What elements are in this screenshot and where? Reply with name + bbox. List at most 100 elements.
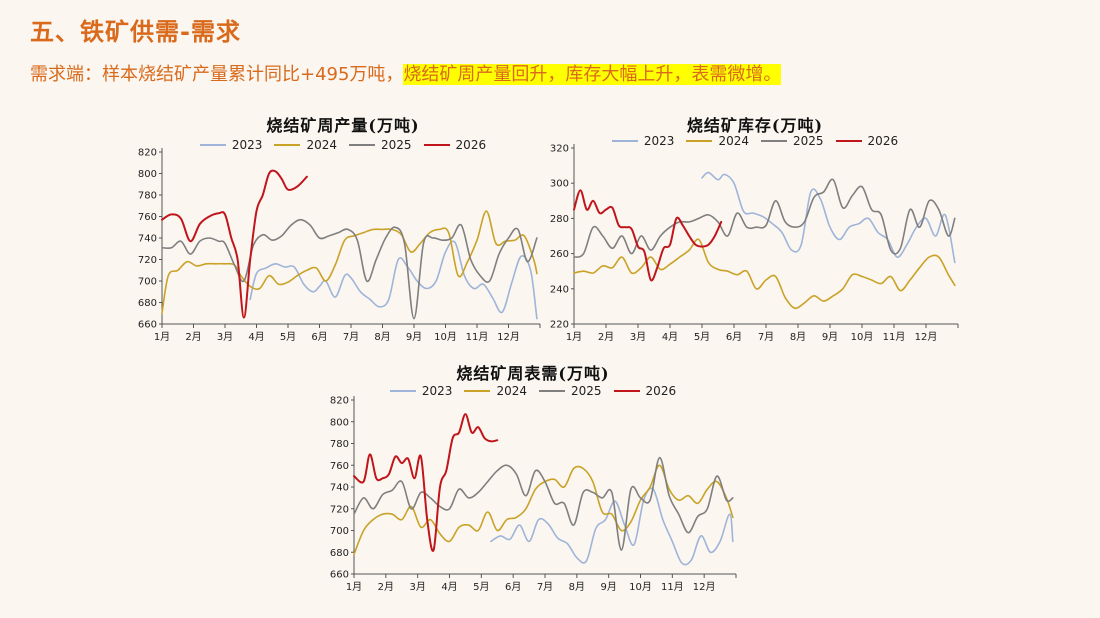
series-line-2024 [161, 210, 538, 315]
legend-item-2026: 2026 [835, 134, 899, 148]
legend-swatch-2025 [349, 144, 375, 146]
legend-swatch-2024 [464, 390, 491, 392]
legend-label-2025: 2025 [793, 134, 824, 148]
x-tick-label: 10月 [434, 331, 457, 343]
y-tick-label: 760 [330, 461, 349, 472]
x-tick-label: 6月 [726, 331, 742, 343]
x-tick-label: 7月 [537, 581, 553, 593]
series-line-2024 [573, 238, 956, 310]
inventory-chart-title: 烧结矿库存(万吨) [686, 116, 824, 135]
x-tick-label: 4月 [248, 331, 264, 343]
series-line-2023 [249, 240, 538, 320]
production-chart-legend: 2023 2024 2025 2026 [128, 138, 558, 152]
legend-swatch-2026 [423, 144, 450, 146]
y-tick-label: 320 [550, 144, 569, 155]
x-tick-label: 7月 [758, 331, 774, 343]
y-tick-label: 220 [550, 320, 569, 331]
legend-swatch-2024 [274, 144, 301, 146]
y-tick-label: 740 [330, 483, 349, 494]
x-tick-label: 6月 [311, 331, 327, 343]
legend-swatch-2026 [835, 140, 862, 142]
x-tick-label: 5月 [694, 331, 710, 343]
x-tick-label: 7月 [343, 331, 359, 343]
legend-label-2026: 2026 [645, 384, 677, 398]
apparent-demand-chart-title: 烧结矿周表需(万吨) [456, 364, 610, 383]
x-tick-label: 11月 [883, 331, 906, 343]
page-title: 五、铁矿供需-需求 [30, 18, 241, 46]
x-tick-label: 4月 [441, 581, 457, 593]
inventory-chart: 烧结矿库存(万吨) 2023 2024 2025 2026 220 240 260 280 3… [540, 108, 970, 348]
legend-label-2023: 2023 [643, 134, 675, 148]
legend-label-2026: 2026 [455, 138, 487, 152]
legend-label-2024: 2024 [306, 138, 337, 152]
y-tick-label: 260 [550, 249, 569, 260]
legend-item-2024: 2024 [274, 138, 337, 152]
y-tick-label: 680 [138, 298, 157, 309]
x-tick-label: 8月 [790, 331, 806, 343]
y-tick-label: 780 [330, 439, 349, 450]
apparent-demand-chart-legend: 2023 2024 2025 2026 [318, 384, 748, 398]
x-tick-label: 9月 [822, 331, 838, 343]
series-line-2023 [490, 487, 734, 566]
legend-swatch-2025 [761, 140, 787, 142]
series-line-2025 [353, 456, 734, 551]
x-tick-label: 9月 [406, 331, 422, 343]
y-tick-label: 720 [330, 504, 349, 515]
apparent-demand-chart: 烧结矿周表需(万吨) 2023 2024 2025 2026 660 680 700 720… [318, 356, 748, 606]
y-tick-label: 700 [138, 277, 157, 288]
series-line-2026 [353, 413, 499, 552]
subtitle-highlight-text: 烧结矿周产量回升，库存大幅上升，表需微增。 [403, 64, 782, 85]
y-tick-label: 720 [138, 255, 157, 266]
x-tick-label: 8月 [569, 581, 585, 593]
apparent-demand-chart-plot: 660 680 700 720 740 760 780 800 820 1月 2月 3月 4月 5月 6月 7… [330, 396, 737, 593]
y-tick-label: 660 [330, 570, 349, 581]
legend-item-2023: 2023 [199, 138, 262, 152]
series-line-2026 [573, 189, 723, 282]
x-tick-label: 10月 [851, 331, 874, 343]
subtitle-plain-text: 需求端：样本烧结矿产量累计同比+495万吨， [30, 64, 404, 85]
y-tick-label: 820 [330, 396, 349, 407]
y-tick-label: 280 [550, 214, 569, 225]
legend-item-2025: 2025 [349, 138, 412, 152]
x-tick-label: 2月 [378, 581, 394, 593]
x-tick-label: 12月 [497, 331, 520, 343]
y-tick-label: 820 [138, 148, 157, 159]
legend-label-2026: 2026 [867, 134, 899, 148]
legend-item-2024: 2024 [464, 384, 527, 398]
legend-swatch-2024 [686, 140, 713, 142]
legend-item-2025: 2025 [539, 384, 602, 398]
y-tick-label: 680 [330, 548, 349, 559]
x-tick-label: 1月 [154, 331, 170, 343]
y-tick-label: 300 [550, 179, 569, 190]
x-tick-label: 1月 [346, 581, 362, 593]
legend-label-2024: 2024 [496, 384, 527, 398]
y-tick-label: 660 [138, 320, 157, 331]
legend-item-2026: 2026 [613, 384, 677, 398]
legend-label-2023: 2023 [421, 384, 453, 398]
legend-item-2023: 2023 [389, 384, 453, 398]
series-line-2025 [573, 178, 956, 258]
x-tick-label: 9月 [600, 581, 616, 593]
page-subtitle: 需求端：样本烧结矿产量累计同比+495万吨，烧结矿周产量回升，库存大幅上升，表需… [30, 60, 782, 86]
series-line-2025 [161, 218, 538, 320]
legend-label-2024: 2024 [718, 134, 749, 148]
y-tick-label: 780 [138, 191, 157, 202]
x-tick-label: 1月 [566, 331, 582, 343]
x-tick-label: 10月 [629, 581, 652, 593]
y-tick-label: 800 [330, 417, 349, 428]
legend-swatch-2023 [611, 140, 638, 142]
y-tick-label: 800 [138, 169, 157, 180]
legend-label-2025: 2025 [381, 138, 412, 152]
x-tick-label: 2月 [598, 331, 614, 343]
x-tick-label: 11月 [661, 581, 684, 593]
legend-item-2023: 2023 [611, 134, 675, 148]
y-tick-label: 240 [550, 284, 569, 295]
production-chart: 烧结矿周产量(万吨) 2023 2024 2025 2026 660 680 700 720… [128, 108, 558, 348]
production-chart-title: 烧结矿周产量(万吨) [266, 116, 420, 135]
y-tick-label: 760 [138, 212, 157, 223]
inventory-chart-legend: 2023 2024 2025 2026 [540, 134, 970, 148]
legend-swatch-2026 [613, 390, 640, 392]
x-tick-label: 3月 [217, 331, 233, 343]
legend-swatch-2023 [199, 144, 226, 146]
x-tick-label: 2月 [185, 331, 201, 343]
